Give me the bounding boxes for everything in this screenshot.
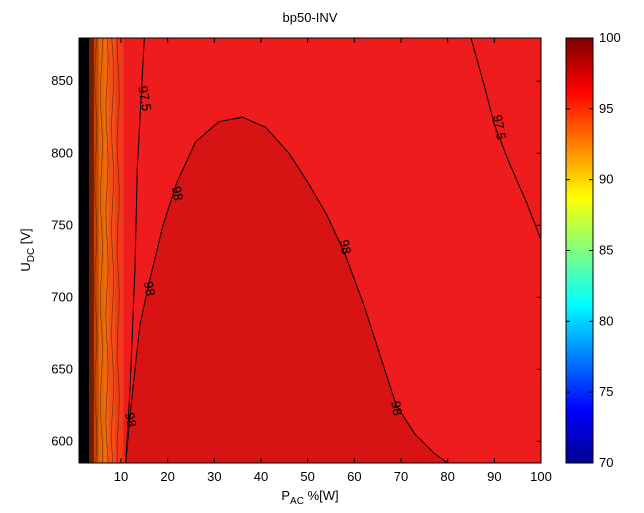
colorbar-tick-label: 100 [599, 30, 621, 45]
x-axis-label: PAC %[W] [281, 488, 338, 507]
y-tick-label: 850 [51, 73, 73, 88]
gradient-contour-line [105, 37, 109, 464]
contour-label: 98 [122, 411, 139, 428]
x-tick-label: 90 [487, 469, 501, 484]
x-axis-label-rest: %[W] [304, 488, 339, 503]
colorbar-tick-label: 70 [599, 455, 613, 470]
gradient-band-1 [89, 38, 94, 463]
y-tick-label: 650 [51, 361, 73, 376]
gradient-band-0 [79, 38, 90, 463]
contour-label: 98 [337, 238, 354, 255]
x-tick-label: 70 [394, 469, 408, 484]
x-tick-label: 40 [254, 469, 268, 484]
gradient-contour-line [116, 37, 120, 464]
contour-line-98 [125, 116, 448, 464]
contour-labels: 97.5 97.5 98 98 98 98 98 [122, 85, 509, 428]
gradient-band-4 [103, 38, 109, 463]
x-axis-label-main: P [281, 488, 290, 503]
x-tick-label: 30 [207, 469, 221, 484]
colorbar-tick-label: 85 [599, 243, 613, 258]
colorbar: 70 75 80 85 90 95 100 [565, 30, 621, 470]
y-axis-label-rest: [V] [18, 228, 33, 248]
x-tick-label: 100 [530, 469, 552, 484]
gradient-contour-line [94, 37, 98, 464]
contour-label: 98 [169, 185, 186, 202]
colorbar-scale [565, 37, 594, 464]
region-above-98 [125, 117, 448, 463]
gradient-band-6 [115, 38, 124, 463]
contour-label: 97.5 [135, 85, 154, 113]
low-power-gradient [79, 37, 124, 464]
gradient-contour-line [99, 37, 103, 464]
x-axis-label-sub: AC [290, 496, 304, 507]
x-tick-label: 20 [160, 469, 174, 484]
chart-title: bp50-INV [283, 10, 338, 25]
contour-line-97.5 [470, 37, 542, 240]
plot-frame [78, 37, 542, 464]
x-axis: 10 20 30 40 50 60 70 80 90 100 [114, 38, 552, 484]
x-tick-label: 50 [300, 469, 314, 484]
gradient-contour-line [111, 37, 115, 464]
y-tick-label: 600 [51, 433, 73, 448]
colorbar-tick-label: 80 [599, 313, 613, 328]
y-axis-label: UDC [V] [18, 228, 37, 271]
colorbar-tick-label: 90 [599, 172, 613, 187]
y-axis-label-main: U [18, 262, 33, 271]
plot-area: 97.5 97.5 98 98 98 98 98 [78, 37, 542, 464]
contour-lines [125, 37, 542, 464]
contour-label: 97.5 [490, 113, 509, 141]
y-tick-label: 800 [51, 145, 73, 160]
y-axis: 600 650 700 750 800 850 [51, 73, 541, 448]
y-tick-label: 750 [51, 217, 73, 232]
contour-line-97.5 [125, 37, 145, 464]
colorbar-tick-label: 75 [599, 384, 613, 399]
colorbar-ticks: 70 75 80 85 90 95 100 [566, 30, 621, 470]
contour-label: 98 [141, 280, 158, 297]
colorbar-tick-label: 95 [599, 101, 613, 116]
y-tick-label: 700 [51, 289, 73, 304]
gradient-band-3 [98, 38, 104, 463]
y-axis-label-sub: DC [26, 248, 37, 262]
contour-label: 98 [388, 400, 405, 417]
x-tick-label: 80 [440, 469, 454, 484]
x-tick-label: 60 [347, 469, 361, 484]
x-tick-label: 10 [114, 469, 128, 484]
